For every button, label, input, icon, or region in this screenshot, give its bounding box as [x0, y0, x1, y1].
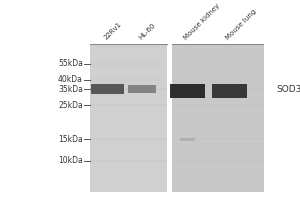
Bar: [212, 84, 247, 98]
Text: 35kDa: 35kDa: [58, 85, 83, 94]
Text: 55kDa: 55kDa: [58, 59, 83, 68]
Text: 10kDa: 10kDa: [58, 156, 83, 165]
Bar: [90, 44, 166, 192]
Bar: [91, 84, 124, 94]
Bar: [128, 85, 156, 93]
Bar: [180, 138, 195, 141]
Text: 25kDa: 25kDa: [58, 101, 83, 110]
Text: HL-60: HL-60: [138, 22, 157, 41]
Text: Mouse lung: Mouse lung: [225, 8, 258, 41]
Text: 40kDa: 40kDa: [58, 75, 83, 84]
Text: 15kDa: 15kDa: [58, 135, 83, 144]
Text: 22Rv1: 22Rv1: [103, 21, 123, 41]
Bar: [170, 84, 205, 98]
Text: SOD3: SOD3: [276, 85, 300, 94]
Bar: [172, 44, 264, 192]
Text: Mouse kidney: Mouse kidney: [183, 3, 222, 41]
